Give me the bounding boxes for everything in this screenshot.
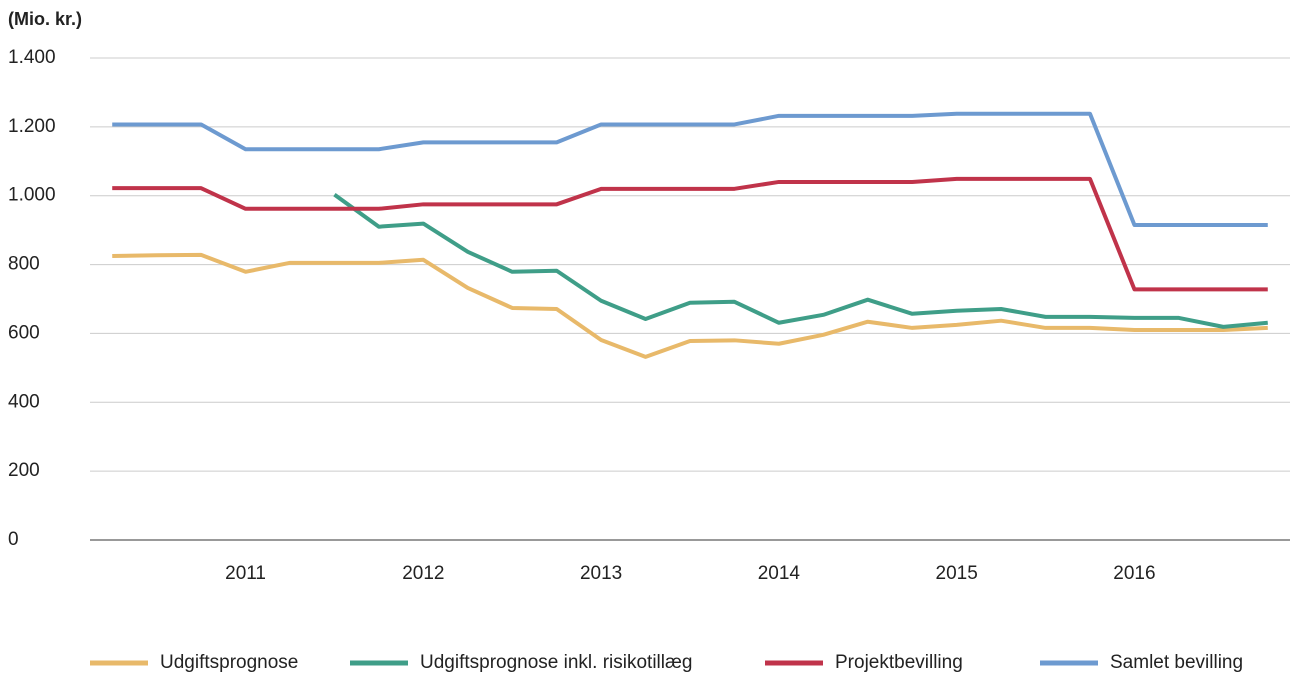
legend-label: Projektbevilling [835,652,963,673]
series-line [112,111,1268,227]
series-line [333,193,1268,329]
y-tick-label: 0 [8,529,19,550]
y-tick-label: 200 [8,460,40,481]
x-tick-label: 2011 [225,563,266,584]
x-tick-label: 2012 [402,563,444,584]
series-line [112,252,1268,359]
x-tick-label: 2014 [758,563,801,584]
y-tick-label: 1.000 [8,185,56,206]
y-tick-label: 1.400 [8,47,56,68]
series-line [112,176,1268,292]
y-tick-label: 400 [8,391,40,412]
y-tick-label: 800 [8,254,40,275]
legend-label: Udgiftsprognose inkl. risikotillæg [420,652,692,673]
x-tick-label: 2013 [580,563,622,584]
y-tick-label: 1.200 [8,116,56,137]
legend-label: Samlet bevilling [1110,652,1243,673]
legend-label: Udgiftsprognose [160,652,298,673]
x-tick-label: 2016 [1113,563,1155,584]
y-tick-label: 600 [8,322,40,343]
y-axis-label: (Mio. kr.) [8,9,82,29]
x-tick-label: 2015 [936,563,978,584]
